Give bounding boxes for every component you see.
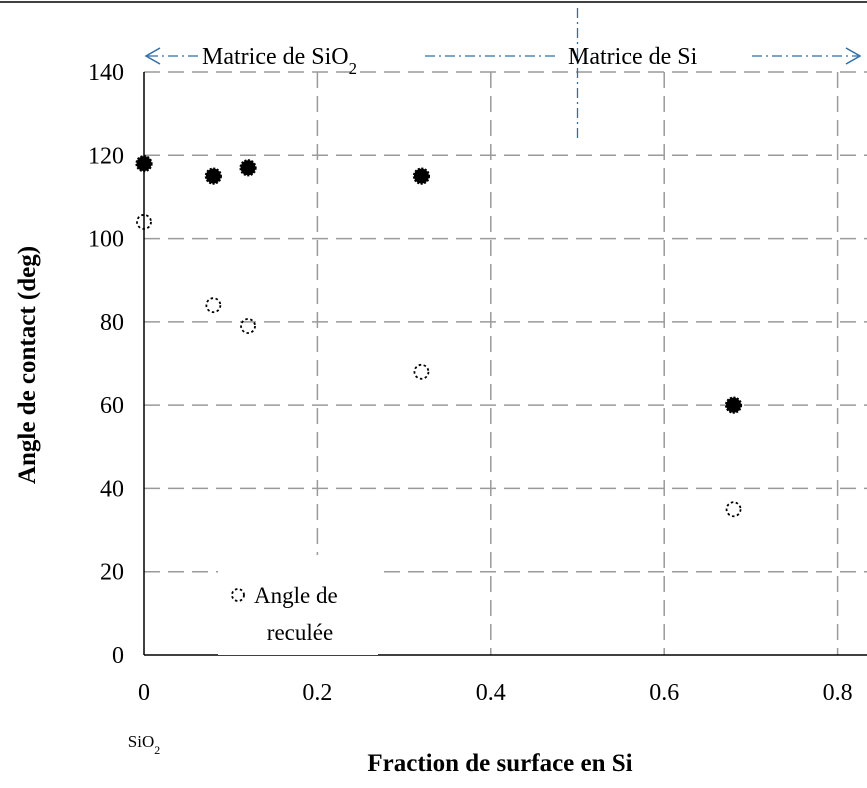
y-tick-label: 40: [100, 476, 124, 502]
legend: Angle de reculée: [218, 555, 378, 655]
y-tick-label: 20: [100, 560, 124, 586]
right-region-label: Matrice de Si: [568, 44, 698, 70]
y-tick-label: 0: [112, 643, 124, 669]
open-data-point: [206, 298, 220, 312]
x-tick-label: 0.8: [823, 680, 853, 706]
legend-label-line1: Angle de: [254, 583, 338, 608]
legend-label-line2: reculée: [267, 620, 333, 645]
filled-data-point: [726, 398, 741, 413]
data-points: [137, 156, 867, 520]
filled-data-point: [206, 169, 221, 184]
filled-data-point: [137, 156, 152, 171]
open-data-point: [414, 365, 428, 379]
open-data-point: [727, 502, 741, 516]
y-tick-label: 120: [88, 143, 124, 169]
x-axis-title: Fraction de surface en Si: [367, 750, 632, 777]
x-end-label-left: SiO2: [128, 732, 160, 757]
x-tick-label: 0: [138, 680, 150, 706]
y-tick-label: 60: [100, 393, 124, 419]
filled-data-point: [241, 160, 256, 175]
filled-data-point: [414, 169, 429, 184]
x-tick-label: 0.4: [476, 680, 506, 706]
y-tick-label: 80: [100, 310, 124, 336]
x-tick-label: 0.2: [302, 680, 332, 706]
y-tick-label: 100: [88, 227, 124, 253]
y-tick-label: 140: [88, 60, 124, 86]
x-tick-label: 0.6: [649, 680, 679, 706]
y-axis-title: Angle de contact (deg): [14, 246, 41, 484]
